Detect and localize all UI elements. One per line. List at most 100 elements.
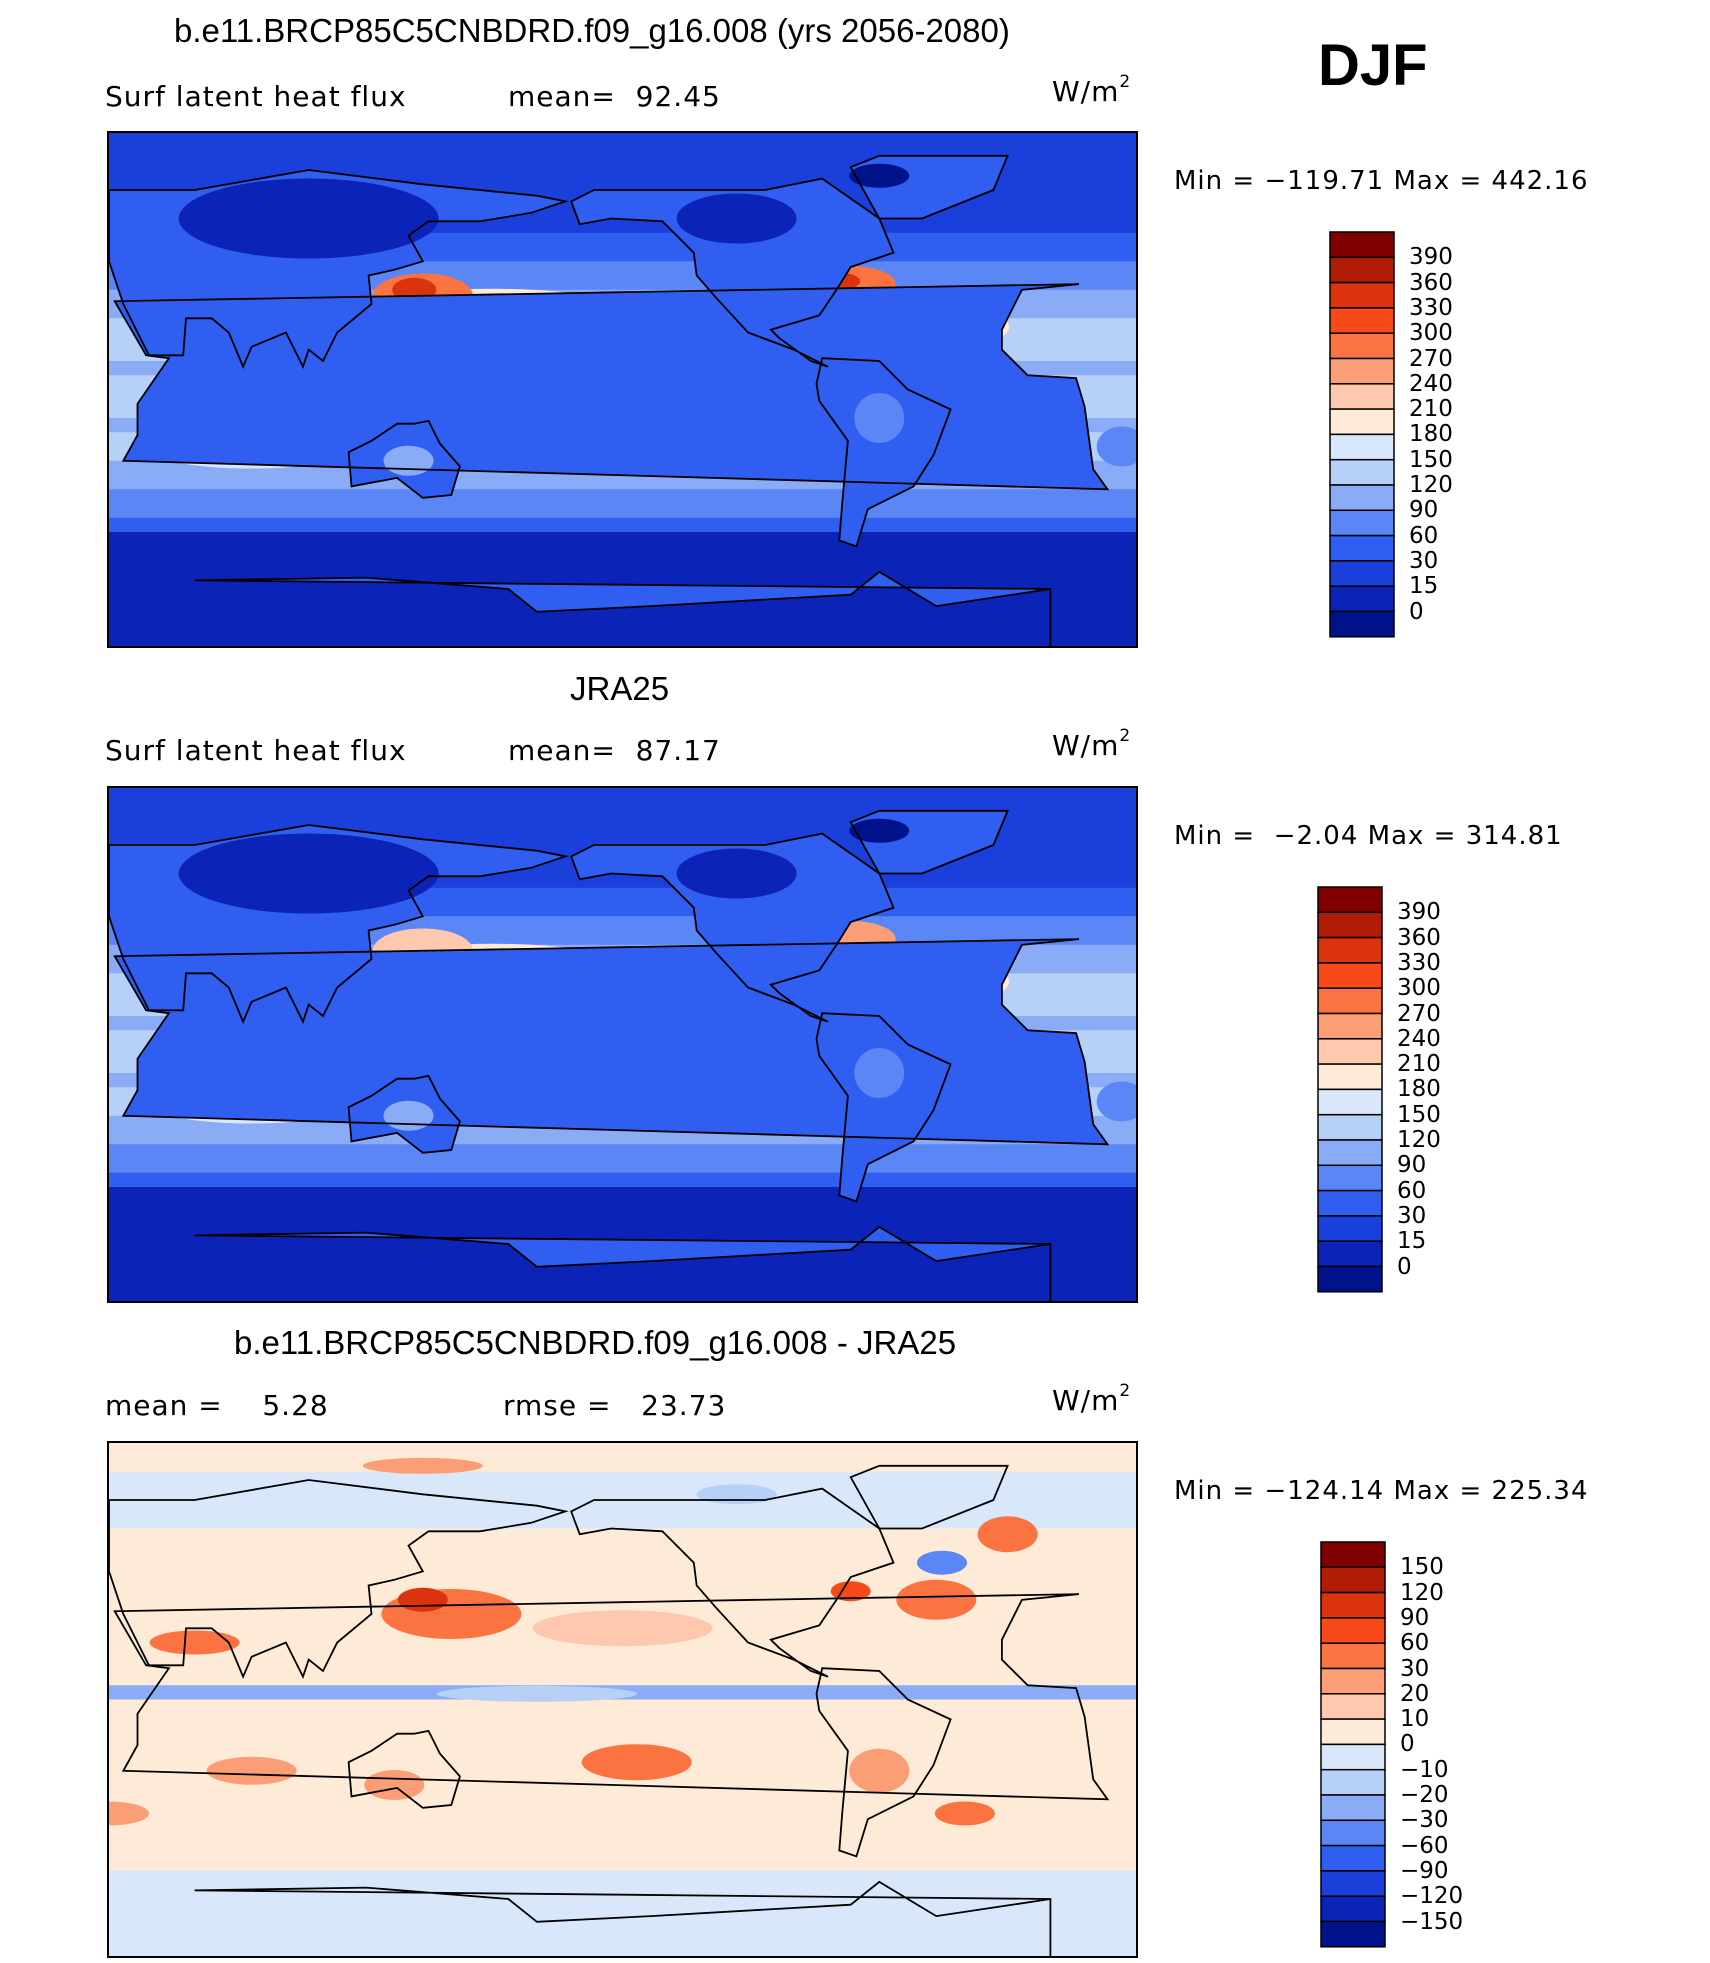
coastline (815, 1667, 952, 1858)
colorbar-tick-label: 270 (1409, 345, 1453, 372)
colorbar-tick-label: −90 (1400, 1857, 1449, 1884)
colorbar-tick-label: 90 (1397, 1152, 1427, 1179)
colorbar-tick-label: 180 (1397, 1076, 1441, 1103)
colorbar-tick-label: 300 (1397, 975, 1441, 1002)
colorbar-swatch (1329, 534, 1395, 562)
colorbar-swatch (1329, 357, 1395, 385)
colorbar-tick-label: 90 (1409, 497, 1439, 524)
colorbar-swatch (1320, 1844, 1386, 1872)
colorbar-tick-label: 90 (1400, 1604, 1430, 1631)
colorbar-tick-label: 20 (1400, 1680, 1430, 1707)
panel3-minmax: Min = −124.14 Max = 225.34 (1174, 1476, 1589, 1506)
colorbar-swatch (1317, 1063, 1383, 1091)
field-contour (696, 1484, 777, 1505)
coastline (347, 1729, 461, 1809)
colorbar-tick-label: 210 (1409, 396, 1453, 423)
colorbar-swatch (1320, 1920, 1386, 1948)
colorbar-swatch (1317, 1113, 1383, 1141)
colorbar-tick-label: 240 (1409, 370, 1453, 397)
field-contour (364, 1770, 425, 1800)
panel3-title: b.e11.BRCP85C5CNBDRD.f09_g16.008 - JRA25 (234, 1324, 957, 1361)
land-fill (194, 1226, 1051, 1301)
colorbar-tick-label: −120 (1400, 1883, 1464, 1910)
coastline (194, 1880, 1052, 1956)
field-contour (830, 1581, 871, 1602)
colorbar-swatch (1329, 509, 1395, 537)
field-contour (178, 178, 439, 259)
coastline (109, 1479, 569, 1680)
colorbar-swatch (1329, 458, 1395, 486)
colorbar-swatch (1317, 1215, 1383, 1242)
colorbar-tick-label: −60 (1400, 1832, 1449, 1859)
colorbar-swatch (1320, 1541, 1386, 1569)
panel3-rmse-label: rmse = 23.73 (503, 1389, 727, 1422)
colorbar-tick-label: 180 (1409, 421, 1453, 448)
colorbar-swatch (1320, 1566, 1386, 1594)
colorbar-swatch (1320, 1667, 1386, 1695)
coastline (113, 283, 1110, 491)
colorbar-tick-label: 60 (1397, 1177, 1427, 1204)
field-contour (849, 1748, 910, 1793)
colorbar-tick-label: 60 (1400, 1630, 1430, 1657)
panel1-units: W/m2 (1052, 72, 1132, 108)
field-contour (206, 1756, 297, 1785)
field-contour (397, 1587, 448, 1612)
land-fill (816, 1013, 951, 1202)
coastline (849, 1464, 1009, 1530)
colorbar-swatch (1329, 231, 1395, 259)
colorbar-tick-label: −150 (1400, 1908, 1464, 1935)
field-contour (383, 445, 434, 476)
colorbar-tick-label: 120 (1409, 472, 1453, 498)
coastline (815, 1012, 952, 1203)
field-contour (849, 818, 910, 843)
coastline (194, 1225, 1052, 1301)
coastline (849, 154, 1009, 220)
colorbar-tick-label: 0 (1409, 598, 1424, 625)
colorbar-swatch (1320, 1895, 1386, 1923)
field-contour (854, 1048, 905, 1098)
colorbar-swatch (1329, 484, 1395, 512)
panel1-map-field (109, 133, 1136, 646)
colorbar-swatches (1320, 1541, 1386, 1948)
colorbar-swatch (1317, 1088, 1383, 1116)
colorbar-tick-label: 30 (1409, 547, 1439, 574)
field-contour (934, 1801, 995, 1826)
colorbar-swatch (1320, 1768, 1386, 1796)
panel2-variable-label: Surf latent heat flux (105, 734, 407, 767)
field-contour (1096, 426, 1136, 467)
panel2-map (107, 786, 1138, 1303)
coastline (849, 809, 1009, 875)
field-contour (362, 1457, 483, 1474)
field-contour (436, 1685, 637, 1702)
colorbar-tick-label: 150 (1400, 1554, 1444, 1581)
colorbar-swatch (1317, 1164, 1383, 1192)
coastline (815, 357, 952, 548)
field-contour (178, 833, 439, 914)
panel3-mean-label: mean = 5.28 (105, 1389, 329, 1422)
field-contour (917, 1550, 968, 1575)
colorbar-swatch (1317, 962, 1383, 989)
field-contour (532, 1610, 713, 1647)
land-fill (194, 571, 1051, 646)
colorbar-swatch (1320, 1718, 1386, 1746)
colorbar-swatch (1320, 1617, 1386, 1644)
colorbar-swatch (1320, 1870, 1386, 1897)
coastline (570, 1487, 895, 1678)
coastline (109, 824, 569, 1025)
land-fill (571, 833, 894, 1022)
colorbar-swatch (1320, 1642, 1386, 1670)
field-contour (854, 393, 905, 443)
panel2-mean-label: mean= 87.17 (508, 734, 721, 767)
colorbar-tick-label: 0 (1397, 1253, 1412, 1280)
field-contour (896, 1579, 977, 1620)
panel2-map-field (109, 788, 1136, 1301)
colorbar-swatch (1329, 281, 1395, 309)
colorbar-tick-label: 0 (1400, 1731, 1415, 1758)
colorbar-swatch (1329, 560, 1395, 587)
panel2-title: JRA25 (570, 670, 670, 707)
colorbar-tick-label: 390 (1409, 244, 1453, 271)
colorbar-tick-label: 300 (1409, 320, 1453, 347)
panel3-map-field (109, 1443, 1136, 1956)
panel2-minmax: Min = −2.04 Max = 314.81 (1174, 821, 1563, 851)
colorbar-tick-label: 120 (1397, 1127, 1441, 1153)
